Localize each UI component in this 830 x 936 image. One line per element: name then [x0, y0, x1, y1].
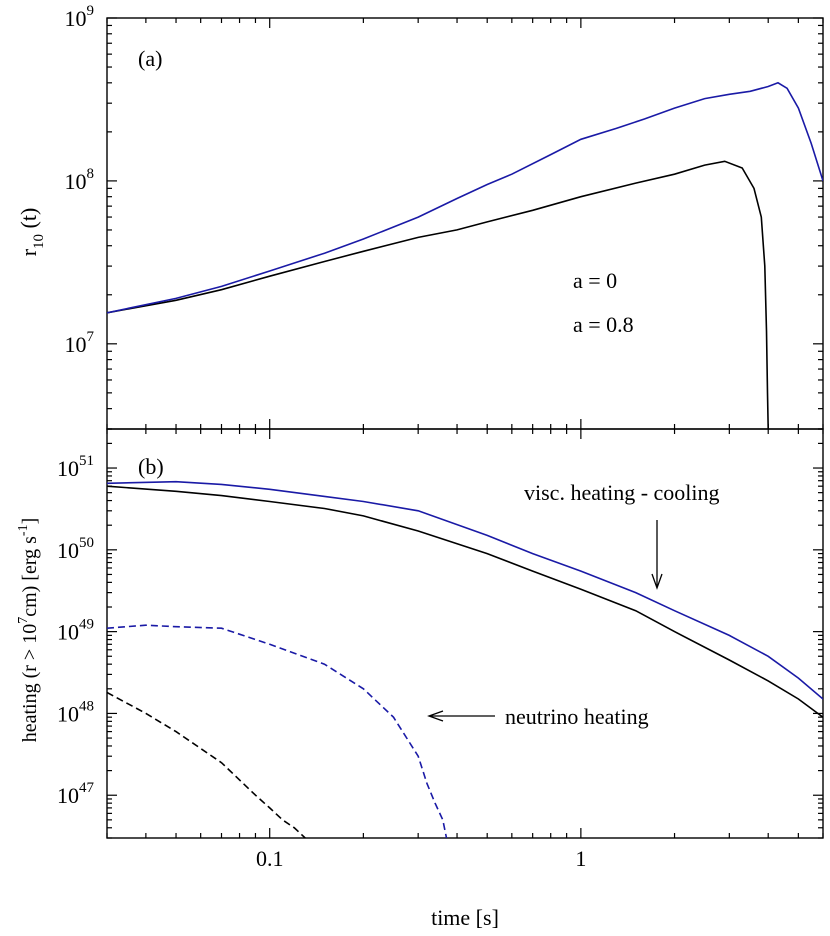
- ytick-label-b: 1051: [57, 453, 94, 481]
- panel-b-series: [107, 480, 823, 838]
- panel-a: 107 108 109 (a) a = 0 a = 0.8 r10 (t): [16, 3, 824, 430]
- panel-b-ylabel: heating (r > 107cm) [erg s-1]: [16, 518, 41, 743]
- panel-a-frame: [106, 17, 824, 430]
- panel-b-ticks: [106, 428, 824, 839]
- ytick-label-b: 1049: [57, 617, 94, 645]
- series-line: [107, 160, 769, 429]
- ytick-label-a: 109: [65, 3, 95, 31]
- panel-a-ticks: [106, 17, 824, 430]
- ytick-label-a: 107: [65, 329, 95, 357]
- panel-a-label: (a): [138, 46, 162, 71]
- arrow-left: [427, 710, 495, 722]
- arrow-down: [651, 520, 663, 590]
- series-line: [107, 691, 306, 838]
- series-line: [107, 624, 448, 838]
- xtick-label: 1: [575, 846, 586, 871]
- panel-b-label: (b): [138, 454, 164, 479]
- annotation-neutrino: neutrino heating: [505, 704, 649, 729]
- series-line: [107, 480, 823, 700]
- ytick-label-a: 108: [65, 166, 95, 194]
- x-tick-labels: 0.1 1: [256, 846, 586, 871]
- ytick-label-b: 1050: [57, 535, 94, 563]
- series-line: [107, 485, 823, 718]
- ytick-label-b: 1047: [57, 780, 95, 808]
- panel-a-series: [107, 81, 823, 429]
- annotation-visc: visc. heating - cooling: [524, 480, 720, 505]
- panel-b-frame: [106, 428, 824, 839]
- panel-a-ylabel: r10 (t): [16, 208, 47, 257]
- legend-a08: a = 0.8: [573, 312, 634, 337]
- ytick-label-b: 1048: [57, 698, 94, 726]
- x-axis-label: time [s]: [431, 905, 499, 930]
- panel-b-ytick-labels: 1047 1048 1049 1050 1051: [57, 453, 95, 808]
- panel-a-ytick-labels: 107 108 109: [65, 3, 95, 357]
- series-line: [107, 81, 823, 314]
- xtick-label: 0.1: [256, 846, 284, 871]
- legend-a0: a = 0: [573, 268, 617, 293]
